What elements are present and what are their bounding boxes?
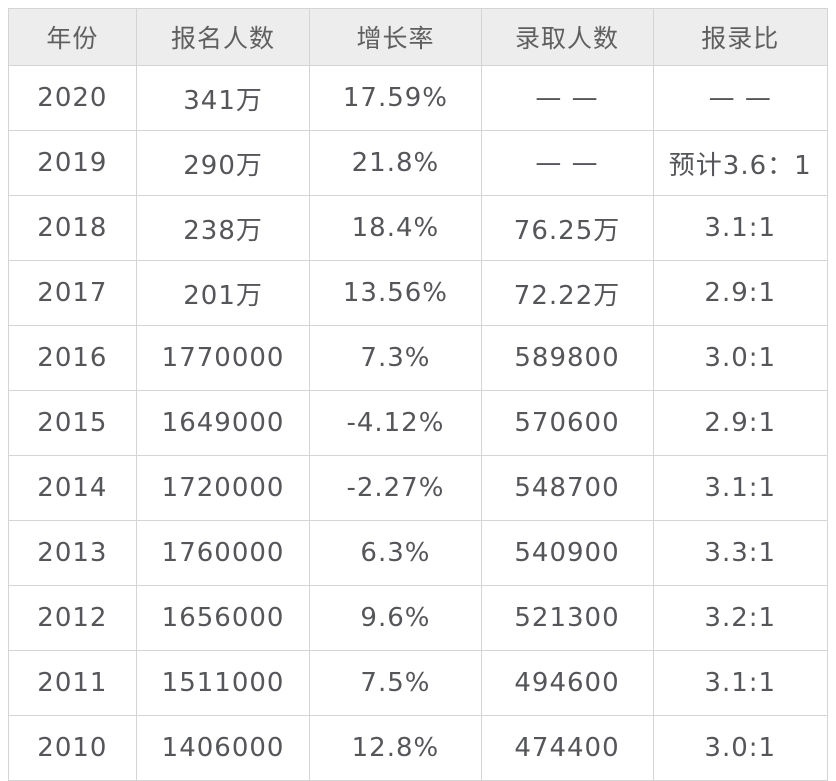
table-row: 2018 238万 18.4% 76.25万 3.1:1 [8,195,829,261]
cell-growth: 7.3% [309,325,482,391]
cell-growth: 18.4% [309,195,482,261]
enrollment-stats-table-container: 年份 报名人数 增长率 录取人数 报录比 2020 341万 17.59% — — — … [8,8,829,781]
cell-ratio: 3.0:1 [652,715,829,781]
cell-growth: -2.27% [309,455,482,521]
column-header-ratio: 报录比 [652,8,829,66]
cell-growth: 13.56% [309,260,482,326]
cell-ratio: 2.9:1 [652,390,829,456]
cell-growth: 7.5% [309,650,482,716]
cell-ratio: 2.9:1 [652,260,829,326]
cell-applicants: 1406000 [135,715,311,781]
cell-ratio: 3.1:1 [652,455,829,521]
cell-year: 2010 [8,715,137,781]
table-row: 2016 1770000 7.3% 589800 3.0:1 [8,325,829,391]
cell-year: 2011 [8,650,137,716]
cell-ratio: 3.2:1 [652,585,829,651]
cell-year: 2016 [8,325,137,391]
table-row: 2011 1511000 7.5% 494600 3.1:1 [8,650,829,716]
cell-admitted: — — [480,130,654,196]
cell-admitted: 540900 [480,520,654,586]
table-header: 年份 报名人数 增长率 录取人数 报录比 [8,8,829,66]
cell-ratio: 3.1:1 [652,195,829,261]
header-row: 年份 报名人数 增长率 录取人数 报录比 [8,8,829,66]
cell-year: 2014 [8,455,137,521]
cell-growth: 9.6% [309,585,482,651]
cell-year: 2018 [8,195,137,261]
cell-year: 2017 [8,260,137,326]
cell-admitted: — — [480,65,654,131]
cell-admitted: 76.25万 [480,195,654,261]
cell-year: 2020 [8,65,137,131]
cell-applicants: 290万 [135,130,311,196]
table-row: 2020 341万 17.59% — — — — [8,65,829,131]
cell-ratio: — — [652,65,829,131]
table-row: 2013 1760000 6.3% 540900 3.3:1 [8,520,829,586]
enrollment-stats-table: 年份 报名人数 增长率 录取人数 报录比 2020 341万 17.59% — — — … [8,8,829,781]
table-body: 2020 341万 17.59% — — — —2019 290万 21.8% — — 预计3.… [8,65,829,781]
cell-applicants: 1649000 [135,390,311,456]
column-header-growth: 增长率 [309,8,482,66]
cell-admitted: 570600 [480,390,654,456]
cell-applicants: 1656000 [135,585,311,651]
cell-applicants: 1760000 [135,520,311,586]
cell-year: 2013 [8,520,137,586]
cell-admitted: 72.22万 [480,260,654,326]
column-header-applicants: 报名人数 [135,8,311,66]
cell-ratio: 3.1:1 [652,650,829,716]
cell-growth: 12.8% [309,715,482,781]
cell-applicants: 201万 [135,260,311,326]
cell-growth: 6.3% [309,520,482,586]
cell-growth: -4.12% [309,390,482,456]
table-row: 2010 1406000 12.8% 474400 3.0:1 [8,715,829,781]
table-row: 2019 290万 21.8% — — 预计3.6：1 [8,130,829,196]
cell-admitted: 589800 [480,325,654,391]
cell-applicants: 341万 [135,65,311,131]
cell-applicants: 1720000 [135,455,311,521]
table-row: 2012 1656000 9.6% 521300 3.2:1 [8,585,829,651]
table-row: 2014 1720000 -2.27% 548700 3.1:1 [8,455,829,521]
table-row: 2017 201万 13.56% 72.22万 2.9:1 [8,260,829,326]
cell-year: 2012 [8,585,137,651]
column-header-year: 年份 [8,8,137,66]
cell-admitted: 548700 [480,455,654,521]
cell-growth: 17.59% [309,65,482,131]
cell-applicants: 238万 [135,195,311,261]
cell-ratio: 3.0:1 [652,325,829,391]
cell-ratio: 预计3.6：1 [652,130,829,196]
cell-applicants: 1770000 [135,325,311,391]
cell-year: 2019 [8,130,137,196]
cell-admitted: 521300 [480,585,654,651]
cell-applicants: 1511000 [135,650,311,716]
column-header-admitted: 录取人数 [480,8,654,66]
table-row: 2015 1649000 -4.12% 570600 2.9:1 [8,390,829,456]
cell-admitted: 474400 [480,715,654,781]
cell-growth: 21.8% [309,130,482,196]
cell-year: 2015 [8,390,137,456]
cell-admitted: 494600 [480,650,654,716]
cell-ratio: 3.3:1 [652,520,829,586]
